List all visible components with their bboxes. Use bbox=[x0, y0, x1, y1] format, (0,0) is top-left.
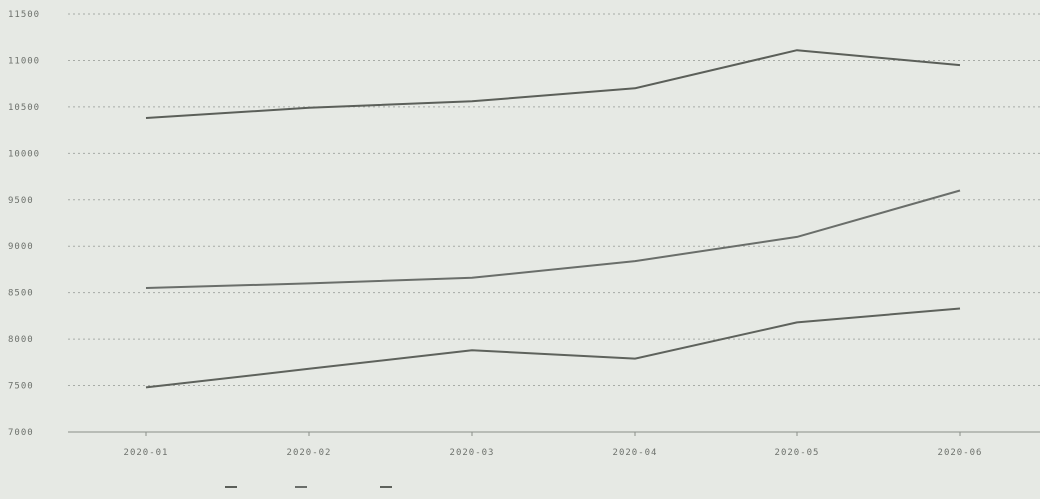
x-tick-label: 2020-02 bbox=[287, 448, 332, 458]
series-layer bbox=[145, 49, 961, 389]
y-tick-label: 10500 bbox=[8, 103, 40, 113]
x-tick-labels: 2020-01 2020-02 2020-03 2020-04 2020-05 2020-… bbox=[124, 432, 983, 458]
y-tick-label: 9000 bbox=[8, 242, 34, 252]
y-tick-label: 7500 bbox=[8, 382, 34, 392]
x-tick-label: 2020-04 bbox=[613, 448, 658, 458]
y-tick-label: 9500 bbox=[8, 196, 34, 206]
y-tick-label: 8500 bbox=[8, 289, 34, 299]
x-tick-label: 2020-05 bbox=[775, 448, 820, 458]
y-tick-label: 8000 bbox=[8, 335, 34, 345]
y-tick-label: 11500 bbox=[8, 10, 40, 20]
y-tick-label: 10000 bbox=[8, 149, 40, 159]
series-line bbox=[145, 307, 961, 389]
y-tick-label: 11000 bbox=[8, 56, 40, 66]
series-line bbox=[145, 49, 961, 119]
series-line bbox=[145, 189, 961, 289]
y-tick-label: 7000 bbox=[8, 428, 34, 438]
x-tick-label: 2020-01 bbox=[124, 448, 169, 458]
x-tick-label: 2020-06 bbox=[938, 448, 983, 458]
y-tick-labels: 7000 7500 8000 8500 9000 9500 10000 10500 11000 1… bbox=[8, 10, 40, 438]
x-tick-label: 2020-03 bbox=[450, 448, 495, 458]
grid-layer bbox=[68, 13, 1040, 387]
